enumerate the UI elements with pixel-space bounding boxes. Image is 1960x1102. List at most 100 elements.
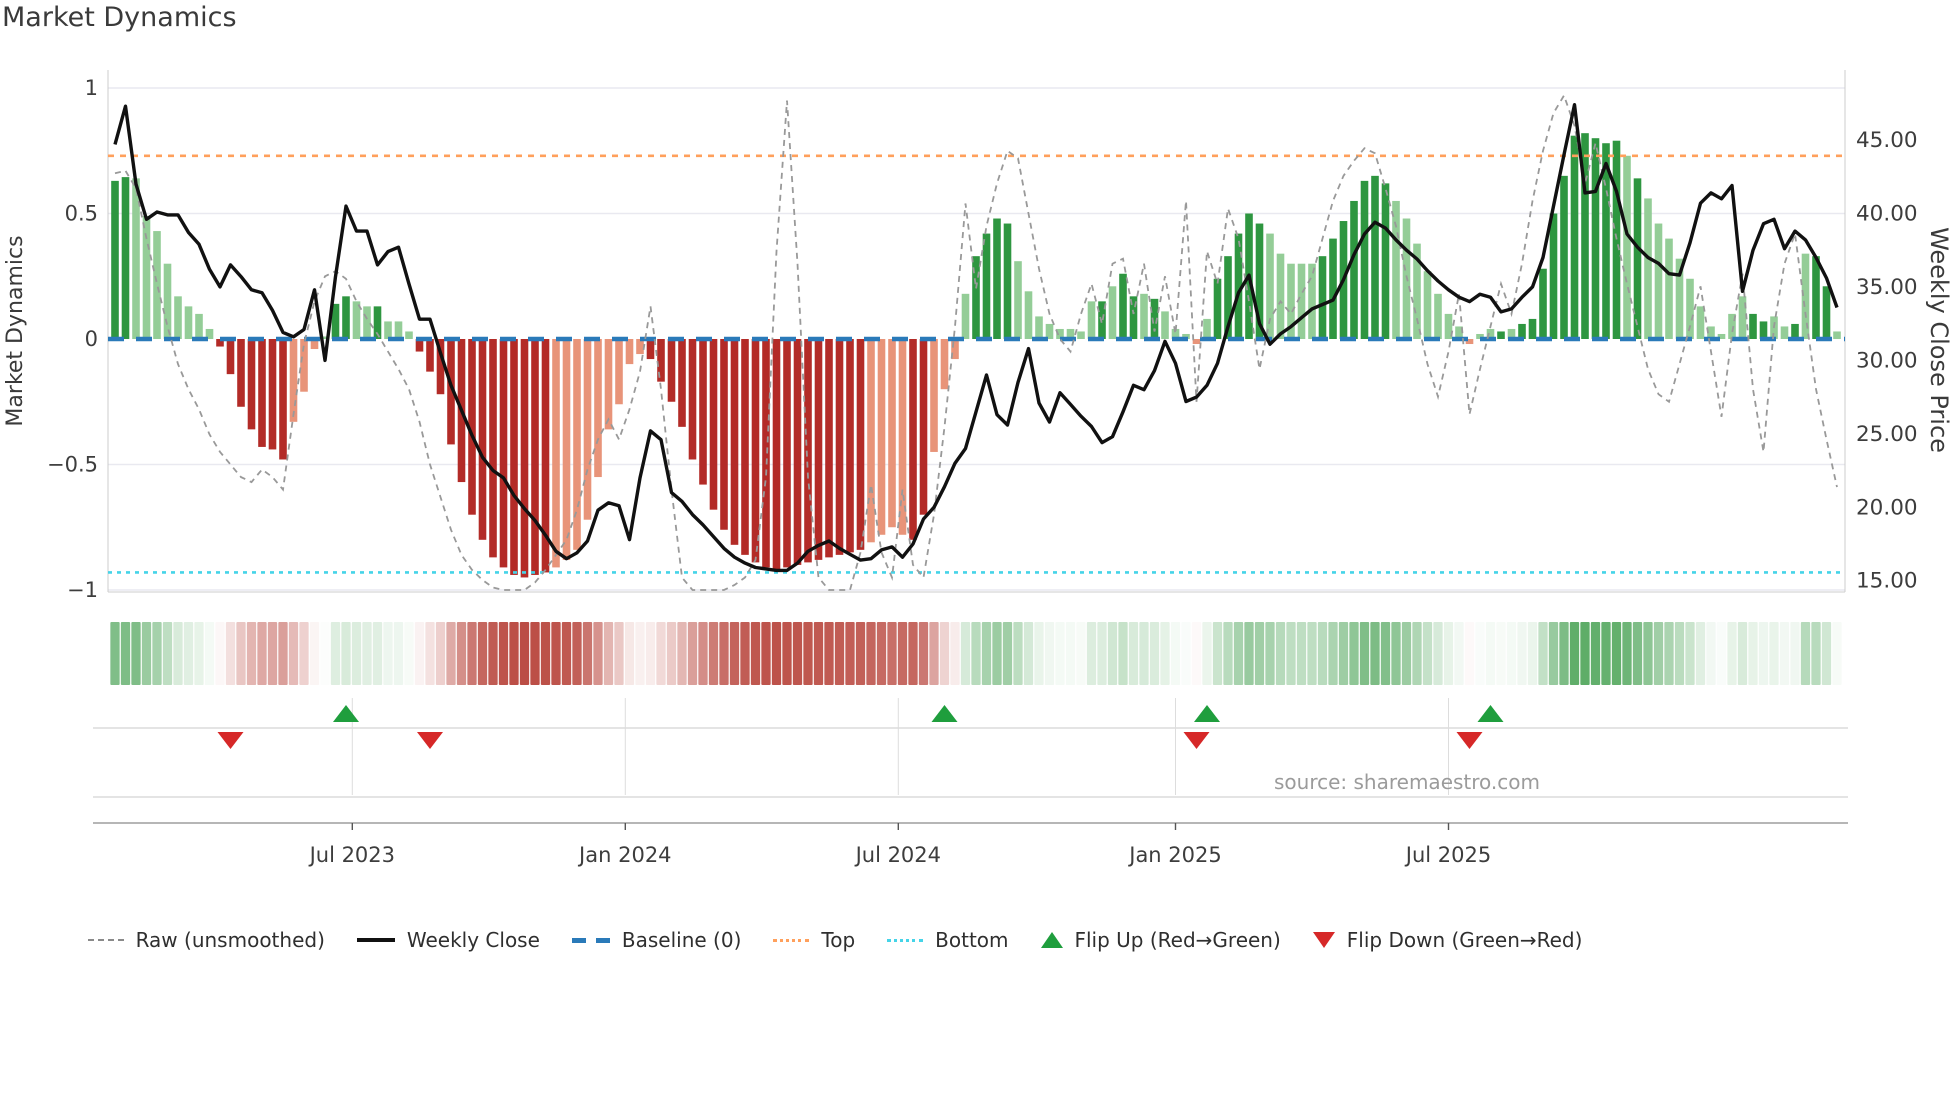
oscillator-bar	[1581, 133, 1589, 339]
heat-cell	[845, 622, 855, 685]
legend: Raw (unsmoothed) Weekly Close Baseline (…	[87, 928, 1582, 952]
oscillator-bar	[153, 231, 161, 339]
heat-cell	[1622, 622, 1632, 685]
heat-cell	[1611, 622, 1622, 685]
legend-label: Bottom	[935, 928, 1009, 952]
oscillator-bar	[1476, 333, 1484, 339]
oscillator-bar	[1182, 333, 1190, 339]
legend-item-flip-up: Flip Up (Red→Green)	[1040, 928, 1281, 952]
oscillator-bar	[1150, 298, 1159, 339]
flip-up-marker	[1477, 705, 1504, 722]
oscillator-bar	[111, 180, 119, 339]
heat-cell	[435, 622, 446, 685]
heat-cell	[971, 622, 981, 685]
oscillator-bar	[1234, 233, 1243, 339]
oscillator-bar	[1171, 328, 1180, 339]
oscillator-bar	[520, 339, 529, 578]
price-line	[113, 102, 1839, 573]
heat-cell	[761, 622, 771, 685]
oscillator-bar	[688, 339, 697, 460]
heat-cell	[1464, 622, 1475, 685]
oscillator-bar	[1056, 328, 1064, 339]
oscillator-bar	[930, 339, 938, 452]
heat-cell	[1779, 622, 1790, 685]
heat-cell	[1485, 622, 1496, 685]
oscillator-bar	[436, 339, 445, 395]
heat-cell	[204, 622, 215, 685]
oscillator-bar	[1623, 155, 1631, 339]
oscillator-bar	[1161, 311, 1169, 339]
oscillator-bar	[447, 339, 455, 445]
oscillator-bar	[1686, 278, 1694, 339]
heat-cell	[141, 622, 152, 685]
oscillator-bar	[1350, 200, 1358, 339]
heat-cell	[1601, 622, 1611, 685]
heat-cell	[1107, 622, 1118, 685]
heat-cell	[698, 622, 708, 685]
y-right-tick-label: 45.00	[1856, 128, 1918, 153]
oscillator-bar	[1318, 256, 1327, 339]
chart-canvas: Jul 2023 Jan 2024 Jul 2024 Jan 2025 Jul 2025…	[47, 70, 1918, 867]
oscillator-bar	[604, 339, 613, 430]
heat-cell	[1475, 622, 1485, 685]
oscillator-bar	[1696, 306, 1705, 339]
heat-cell	[1664, 622, 1674, 685]
oscillator-bar	[489, 339, 497, 558]
oscillator-bar	[1224, 256, 1232, 339]
legend-item-flip-down: Flip Down (Green→Red)	[1312, 928, 1582, 952]
heat-cell	[1233, 622, 1244, 685]
oscillator-bar	[184, 306, 193, 339]
heat-cell	[666, 622, 677, 685]
heat-cell	[278, 622, 288, 685]
heat-cell	[1401, 622, 1412, 685]
y-left-tick-label: 0.5	[65, 202, 98, 226]
heat-cell	[152, 622, 162, 685]
heat-cell	[257, 622, 267, 685]
oscillator-bar	[1444, 313, 1453, 339]
heat-cell	[246, 622, 257, 685]
heat-cell	[131, 622, 141, 685]
heat-cell	[446, 622, 456, 685]
heat-cell	[1496, 622, 1506, 685]
oscillator-bar	[993, 218, 1001, 339]
heat-cell	[582, 622, 593, 685]
oscillator-bar	[121, 177, 130, 339]
heat-cell	[803, 622, 813, 685]
heat-cell	[939, 622, 950, 685]
oscillator-bar	[1507, 328, 1516, 339]
heat-cell	[1160, 622, 1170, 685]
heat-cell	[1569, 622, 1580, 685]
oscillator-bar	[1434, 293, 1442, 339]
oscillator-bar	[1213, 278, 1222, 339]
heat-cell	[540, 622, 551, 685]
heat-cell	[215, 622, 225, 685]
oscillator-bar	[1675, 258, 1684, 339]
heat-cell	[1223, 622, 1233, 685]
heat-cell	[393, 622, 404, 685]
heat-cell	[1055, 622, 1065, 685]
oscillator-bar	[1654, 223, 1663, 339]
oscillator-bar	[531, 339, 539, 575]
heat-cell	[960, 622, 971, 685]
heat-cell	[351, 622, 362, 685]
heat-cell	[267, 622, 278, 685]
oscillator-bar	[363, 306, 371, 339]
heat-cell	[1548, 622, 1559, 685]
legend-label: Flip Up (Red→Green)	[1074, 928, 1281, 952]
oscillator-bar	[552, 339, 560, 568]
heat-cell	[1821, 622, 1832, 685]
oscillator-bar	[625, 339, 634, 365]
oscillator-bar	[1266, 233, 1274, 339]
oscillator-bar	[247, 339, 256, 430]
heat-cell	[887, 622, 897, 685]
oscillator-bar	[814, 339, 823, 560]
oscillator-bar	[804, 339, 812, 563]
oscillator-bar	[1497, 331, 1505, 339]
oscillator-bar	[1539, 268, 1547, 339]
oscillator-bar	[1014, 261, 1022, 339]
heat-cell	[1811, 622, 1821, 685]
oscillator-bar	[394, 321, 403, 339]
oscillator-bar	[825, 339, 833, 558]
oscillator-bar	[1633, 178, 1642, 339]
heat-cell	[530, 622, 540, 685]
